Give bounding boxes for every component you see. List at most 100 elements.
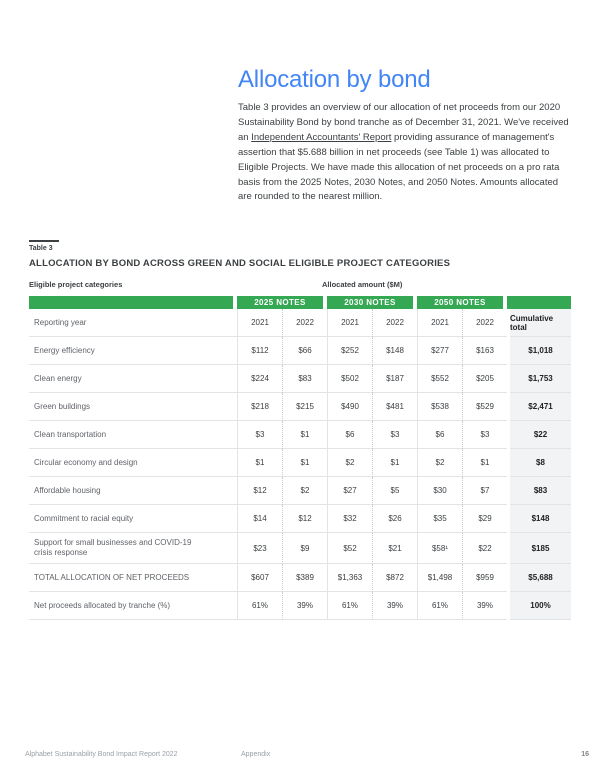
value-cell: $112 bbox=[237, 337, 282, 365]
cumulative-cell: $5,688 bbox=[510, 564, 571, 592]
value-cell: $23 bbox=[237, 533, 282, 564]
value-cell: $3 bbox=[237, 421, 282, 449]
page-title: Allocation by bond bbox=[238, 66, 574, 94]
value-cell: $218 bbox=[237, 393, 282, 421]
value-cell: 39% bbox=[282, 592, 327, 620]
value-cell: $6 bbox=[327, 421, 372, 449]
category-cell: Net proceeds allocated by tranche (%) bbox=[29, 592, 237, 620]
independent-accountants-report-link[interactable]: Independent Accountants' Report bbox=[251, 131, 392, 143]
value-cell: $2 bbox=[417, 449, 462, 477]
intro-text-before: Table 3 provides an overview of our allo… bbox=[238, 102, 569, 143]
cumulative-cell: $83 bbox=[510, 477, 571, 505]
value-cell: $7 bbox=[462, 477, 507, 505]
category-cell: Green buildings bbox=[29, 393, 237, 421]
value-cell: $389 bbox=[282, 564, 327, 592]
eligible-project-categories-label: Eligible project categories bbox=[29, 280, 123, 289]
value-cell: $12 bbox=[282, 505, 327, 533]
footer-section-label: Appendix bbox=[241, 751, 271, 758]
value-cell: 39% bbox=[372, 592, 417, 620]
value-cell: $30 bbox=[417, 477, 462, 505]
value-cell: $66 bbox=[282, 337, 327, 365]
cumulative-cell: $1,018 bbox=[510, 337, 571, 365]
value-cell: $187 bbox=[372, 365, 417, 393]
value-cell: $83 bbox=[282, 365, 327, 393]
category-cell: TOTAL ALLOCATION OF NET PROCEEDS bbox=[29, 564, 237, 592]
intro-block: Allocation by bond Table 3 provides an o… bbox=[238, 66, 574, 205]
value-cell: $552 bbox=[417, 365, 462, 393]
value-cell: $2 bbox=[282, 477, 327, 505]
value-cell: $5 bbox=[372, 477, 417, 505]
year-header-cell: 2021 bbox=[327, 309, 372, 337]
value-cell: $277 bbox=[417, 337, 462, 365]
notes-group-header: 2050 NOTES bbox=[417, 296, 503, 309]
value-cell: $215 bbox=[282, 393, 327, 421]
value-cell: $205 bbox=[462, 365, 507, 393]
table-label: Table 3 bbox=[29, 245, 53, 252]
notes-group-header: 2025 NOTES bbox=[237, 296, 323, 309]
value-cell: $3 bbox=[462, 421, 507, 449]
cumulative-cell: $2,471 bbox=[510, 393, 571, 421]
value-cell: $959 bbox=[462, 564, 507, 592]
category-cell: Affordable housing bbox=[29, 477, 237, 505]
value-cell: 61% bbox=[417, 592, 462, 620]
value-cell: $1 bbox=[282, 421, 327, 449]
value-cell: $481 bbox=[372, 393, 417, 421]
table-section: Table 3 ALLOCATION BY BOND ACROSS GREEN … bbox=[29, 240, 571, 620]
value-cell: $12 bbox=[237, 477, 282, 505]
value-cell: $1 bbox=[462, 449, 507, 477]
value-cell: $26 bbox=[372, 505, 417, 533]
value-cell: $1 bbox=[282, 449, 327, 477]
table-header-bar-segment bbox=[29, 296, 233, 309]
intro-text-after: providing assurance of management's asse… bbox=[238, 131, 560, 203]
cumulative-cell: $185 bbox=[510, 533, 571, 564]
page-title-text: Allocation by bond bbox=[238, 66, 431, 93]
value-cell: $872 bbox=[372, 564, 417, 592]
category-label: TOTAL ALLOCATION OF NET PROCEEDS bbox=[34, 572, 190, 582]
category-label: Affordable housing bbox=[34, 485, 101, 495]
category-label: Support for small businesses and COVID-1… bbox=[34, 538, 192, 557]
table-header-bar-segment bbox=[507, 296, 571, 309]
cumulative-total-header-cell: Cumulative total bbox=[510, 309, 571, 337]
value-cell: $35 bbox=[417, 505, 462, 533]
value-cell: $1,363 bbox=[327, 564, 372, 592]
category-label: Clean energy bbox=[34, 373, 82, 383]
value-cell: $502 bbox=[327, 365, 372, 393]
value-cell: $6 bbox=[417, 421, 462, 449]
value-cell: $1 bbox=[237, 449, 282, 477]
value-cell: $490 bbox=[327, 393, 372, 421]
category-label: Clean transportation bbox=[34, 429, 107, 439]
category-cell: Energy efficiency bbox=[29, 337, 237, 365]
cumulative-cell: $148 bbox=[510, 505, 571, 533]
footer-report-title: Alphabet Sustainability Bond Impact Repo… bbox=[25, 751, 178, 758]
category-cell: Clean transportation bbox=[29, 421, 237, 449]
value-cell: 61% bbox=[327, 592, 372, 620]
year-header-cell: 2021 bbox=[417, 309, 462, 337]
value-cell: 39% bbox=[462, 592, 507, 620]
column-labels-row: Eligible project categories Allocated am… bbox=[29, 280, 571, 290]
value-cell: $3 bbox=[372, 421, 417, 449]
category-label: Circular economy and design bbox=[34, 457, 138, 467]
value-cell: $148 bbox=[372, 337, 417, 365]
value-cell: $29 bbox=[462, 505, 507, 533]
value-cell: $58¹ bbox=[417, 533, 462, 564]
allocated-amount-label: Allocated amount ($M) bbox=[322, 280, 403, 289]
value-cell: $22 bbox=[462, 533, 507, 564]
value-cell: $9 bbox=[282, 533, 327, 564]
value-cell: $21 bbox=[372, 533, 417, 564]
value-cell: $32 bbox=[327, 505, 372, 533]
value-cell: $52 bbox=[327, 533, 372, 564]
category-label: Energy efficiency bbox=[34, 345, 95, 355]
value-cell: $27 bbox=[327, 477, 372, 505]
year-header-cell: 2021 bbox=[237, 309, 282, 337]
category-cell: Circular economy and design bbox=[29, 449, 237, 477]
value-cell: $529 bbox=[462, 393, 507, 421]
value-cell: 61% bbox=[237, 592, 282, 620]
value-cell: $1 bbox=[372, 449, 417, 477]
year-header-cell: 2022 bbox=[372, 309, 417, 337]
table-label-rule bbox=[29, 240, 59, 242]
category-label: Green buildings bbox=[34, 401, 91, 411]
value-cell: $538 bbox=[417, 393, 462, 421]
intro-paragraph: Table 3 provides an overview of our allo… bbox=[238, 101, 574, 205]
value-cell: $224 bbox=[237, 365, 282, 393]
